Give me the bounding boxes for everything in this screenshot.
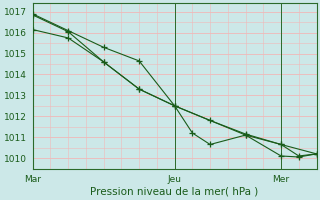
X-axis label: Pression niveau de la mer( hPa ): Pression niveau de la mer( hPa ) (91, 187, 259, 197)
